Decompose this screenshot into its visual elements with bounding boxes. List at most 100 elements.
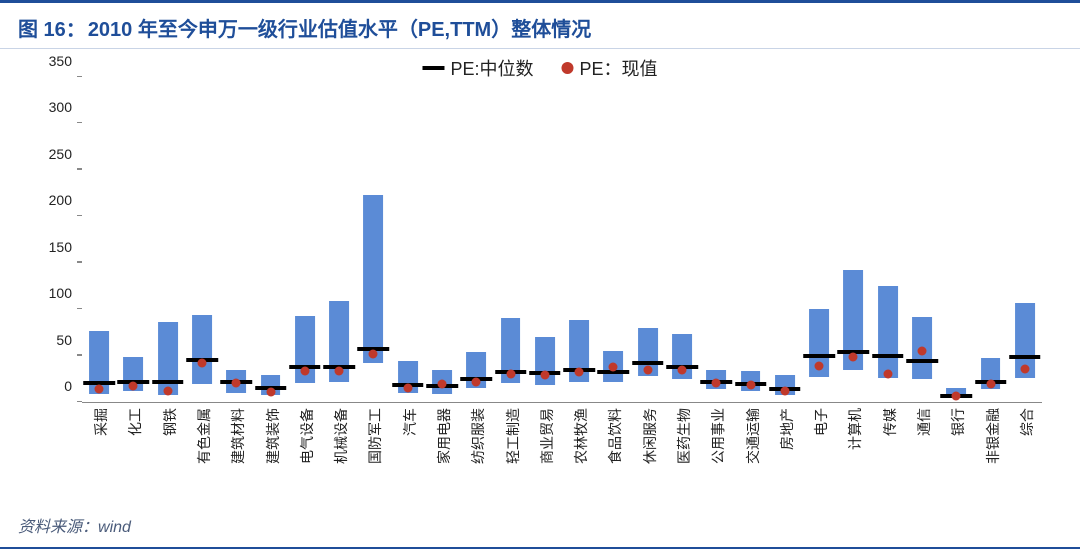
x-tick-label: 传媒 bbox=[876, 402, 900, 436]
x-tick-label: 房地产 bbox=[773, 402, 797, 450]
category-column: 休闲服务 bbox=[631, 77, 665, 402]
category-column: 化工 bbox=[116, 77, 150, 402]
category-column: 家用电器 bbox=[425, 77, 459, 402]
category-column: 非银金融 bbox=[973, 77, 1007, 402]
category-column: 国防军工 bbox=[356, 77, 390, 402]
x-tick-label: 食品饮料 bbox=[601, 402, 625, 464]
x-tick-label: 电子 bbox=[807, 402, 831, 436]
legend-median-icon bbox=[422, 66, 444, 70]
x-tick-label: 农林牧渔 bbox=[567, 402, 591, 464]
current-dot bbox=[95, 385, 104, 394]
category-column: 商业贸易 bbox=[528, 77, 562, 402]
category-column: 通信 bbox=[905, 77, 939, 402]
median-mark bbox=[872, 354, 904, 358]
category-column: 采掘 bbox=[82, 77, 116, 402]
category-column: 有色金属 bbox=[185, 77, 219, 402]
category-column: 综合 bbox=[1008, 77, 1042, 402]
y-tick-label: 0 bbox=[64, 378, 82, 394]
plot-area: 050100150200250300350采掘化工钢铁有色金属建筑材料建筑装饰电… bbox=[82, 77, 1042, 403]
current-dot bbox=[266, 387, 275, 396]
y-tick-label: 350 bbox=[49, 53, 82, 69]
current-dot bbox=[643, 365, 652, 374]
current-dot bbox=[335, 367, 344, 376]
x-tick-label: 公用事业 bbox=[704, 402, 728, 464]
y-tick-label: 100 bbox=[49, 285, 82, 301]
current-dot bbox=[780, 386, 789, 395]
current-dot bbox=[437, 380, 446, 389]
x-tick-label: 商业贸易 bbox=[533, 402, 557, 464]
x-tick-label: 通信 bbox=[910, 402, 934, 436]
category-column: 交通运输 bbox=[733, 77, 767, 402]
chart-area: PE:中位数 PE：现值 050100150200250300350采掘化工钢铁… bbox=[30, 59, 1050, 489]
category-column: 医药生物 bbox=[665, 77, 699, 402]
category-column: 钢铁 bbox=[151, 77, 185, 402]
median-mark bbox=[906, 359, 938, 363]
current-dot bbox=[129, 382, 138, 391]
category-column: 计算机 bbox=[836, 77, 870, 402]
y-tick-label: 150 bbox=[49, 239, 82, 255]
current-dot bbox=[609, 362, 618, 371]
y-tick-label: 300 bbox=[49, 99, 82, 115]
category-column: 汽车 bbox=[391, 77, 425, 402]
current-dot bbox=[917, 346, 926, 355]
x-tick-label: 化工 bbox=[121, 402, 145, 436]
x-tick-label: 休闲服务 bbox=[636, 402, 660, 464]
source-label: 资料来源： bbox=[18, 519, 98, 536]
range-bar bbox=[878, 286, 898, 378]
x-tick-label: 计算机 bbox=[841, 402, 865, 450]
category-column: 电气设备 bbox=[288, 77, 322, 402]
category-column: 公用事业 bbox=[699, 77, 733, 402]
current-dot bbox=[1020, 364, 1029, 373]
x-tick-label: 电气设备 bbox=[293, 402, 317, 464]
x-tick-label: 非银金融 bbox=[979, 402, 1003, 464]
range-bar bbox=[363, 195, 383, 363]
current-dot bbox=[712, 379, 721, 388]
current-dot bbox=[403, 384, 412, 393]
category-column: 建筑材料 bbox=[219, 77, 253, 402]
range-bar bbox=[192, 315, 212, 385]
current-dot bbox=[952, 392, 961, 401]
y-tick-label: 250 bbox=[49, 146, 82, 162]
median-mark bbox=[1009, 355, 1041, 359]
x-tick-label: 有色金属 bbox=[190, 402, 214, 464]
current-dot bbox=[815, 361, 824, 370]
x-tick-label: 建筑装饰 bbox=[259, 402, 283, 464]
x-tick-label: 机械设备 bbox=[327, 402, 351, 464]
y-tick-label: 200 bbox=[49, 192, 82, 208]
range-bar bbox=[158, 322, 178, 394]
category-column: 建筑装饰 bbox=[253, 77, 287, 402]
x-tick-label: 交通运输 bbox=[739, 402, 763, 464]
current-dot bbox=[300, 367, 309, 376]
x-tick-label: 综合 bbox=[1013, 402, 1037, 436]
current-dot bbox=[986, 380, 995, 389]
category-column: 农林牧渔 bbox=[562, 77, 596, 402]
x-tick-label: 采掘 bbox=[87, 402, 111, 436]
x-tick-label: 钢铁 bbox=[156, 402, 180, 436]
current-dot bbox=[506, 370, 515, 379]
x-tick-label: 纺织服装 bbox=[464, 402, 488, 464]
figure-container: 图 16：2010 年至今申万一级行业估值水平（PE,TTM）整体情况 PE:中… bbox=[0, 0, 1080, 549]
x-tick-label: 建筑材料 bbox=[224, 402, 248, 464]
x-tick-label: 家用电器 bbox=[430, 402, 454, 464]
figure-title: 图 16：2010 年至今申万一级行业估值水平（PE,TTM）整体情况 bbox=[0, 3, 1080, 49]
x-tick-label: 银行 bbox=[944, 402, 968, 436]
current-dot bbox=[197, 359, 206, 368]
category-column: 房地产 bbox=[768, 77, 802, 402]
current-dot bbox=[472, 377, 481, 386]
x-tick-label: 国防军工 bbox=[361, 402, 385, 464]
current-dot bbox=[232, 379, 241, 388]
current-dot bbox=[883, 370, 892, 379]
x-tick-label: 轻工制造 bbox=[499, 402, 523, 464]
category-column: 传媒 bbox=[871, 77, 905, 402]
category-column: 电子 bbox=[802, 77, 836, 402]
figure-title-text: 2010 年至今申万一级行业估值水平（PE,TTM）整体情况 bbox=[88, 19, 591, 41]
current-dot bbox=[746, 381, 755, 390]
current-dot bbox=[540, 371, 549, 380]
legend-current-icon bbox=[562, 62, 574, 74]
figure-number: 图 16： bbox=[18, 19, 86, 41]
y-tick-label: 50 bbox=[56, 332, 82, 348]
current-dot bbox=[677, 365, 686, 374]
figure-source: 资料来源：wind bbox=[18, 513, 131, 537]
median-mark bbox=[152, 380, 184, 384]
x-tick-label: 医药生物 bbox=[670, 402, 694, 464]
